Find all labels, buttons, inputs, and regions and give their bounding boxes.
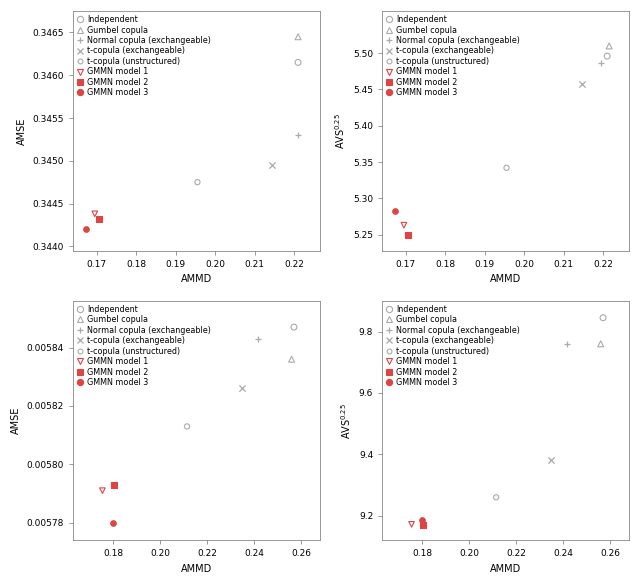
- Legend: Independent, Gumbel copula, Normal copula (exchangeable), t-copula (exchangeable: Independent, Gumbel copula, Normal copul…: [385, 303, 522, 388]
- Legend: Independent, Gumbel copula, Normal copula (exchangeable), t-copula (exchangeable: Independent, Gumbel copula, Normal copul…: [76, 303, 212, 388]
- X-axis label: AMMD: AMMD: [490, 564, 521, 574]
- Point: [598, 313, 608, 322]
- Point: [596, 339, 606, 349]
- Point: [577, 79, 587, 88]
- Point: [546, 456, 556, 465]
- Point: [252, 334, 262, 343]
- Point: [289, 322, 299, 332]
- Y-axis label: AMSE: AMSE: [17, 117, 27, 144]
- Point: [596, 58, 606, 67]
- Point: [93, 214, 104, 223]
- Point: [237, 384, 248, 393]
- Legend: Independent, Gumbel copula, Normal copula (exchangeable), t-copula (exchangeable: Independent, Gumbel copula, Normal copul…: [385, 13, 522, 99]
- Legend: Independent, Gumbel copula, Normal copula (exchangeable), t-copula (exchangeable: Independent, Gumbel copula, Normal copul…: [76, 13, 212, 99]
- X-axis label: AMMD: AMMD: [180, 564, 212, 574]
- Point: [399, 221, 409, 230]
- Point: [417, 515, 428, 525]
- Point: [108, 518, 118, 528]
- Y-axis label: AVS$^{0.25}$: AVS$^{0.25}$: [333, 113, 348, 149]
- Point: [417, 515, 428, 525]
- Point: [293, 130, 303, 140]
- Point: [403, 230, 413, 239]
- Point: [90, 209, 100, 218]
- Point: [418, 520, 428, 529]
- Point: [109, 480, 119, 490]
- Point: [602, 51, 612, 61]
- Point: [293, 32, 303, 42]
- Point: [561, 339, 572, 349]
- Point: [108, 518, 118, 528]
- X-axis label: AMMD: AMMD: [490, 274, 521, 284]
- Point: [192, 177, 202, 187]
- Point: [182, 422, 192, 431]
- Point: [81, 225, 91, 234]
- Point: [390, 206, 400, 215]
- Point: [604, 42, 614, 51]
- Y-axis label: AVS$^{0.25}$: AVS$^{0.25}$: [339, 402, 353, 439]
- Point: [287, 355, 297, 364]
- Point: [491, 493, 501, 502]
- Point: [501, 163, 511, 173]
- Point: [390, 206, 400, 215]
- Y-axis label: AMSE: AMSE: [11, 407, 21, 434]
- Point: [81, 225, 91, 234]
- Point: [97, 486, 108, 495]
- X-axis label: AMMD: AMMD: [180, 274, 212, 284]
- Point: [293, 58, 303, 67]
- Point: [406, 519, 417, 529]
- Point: [268, 160, 278, 170]
